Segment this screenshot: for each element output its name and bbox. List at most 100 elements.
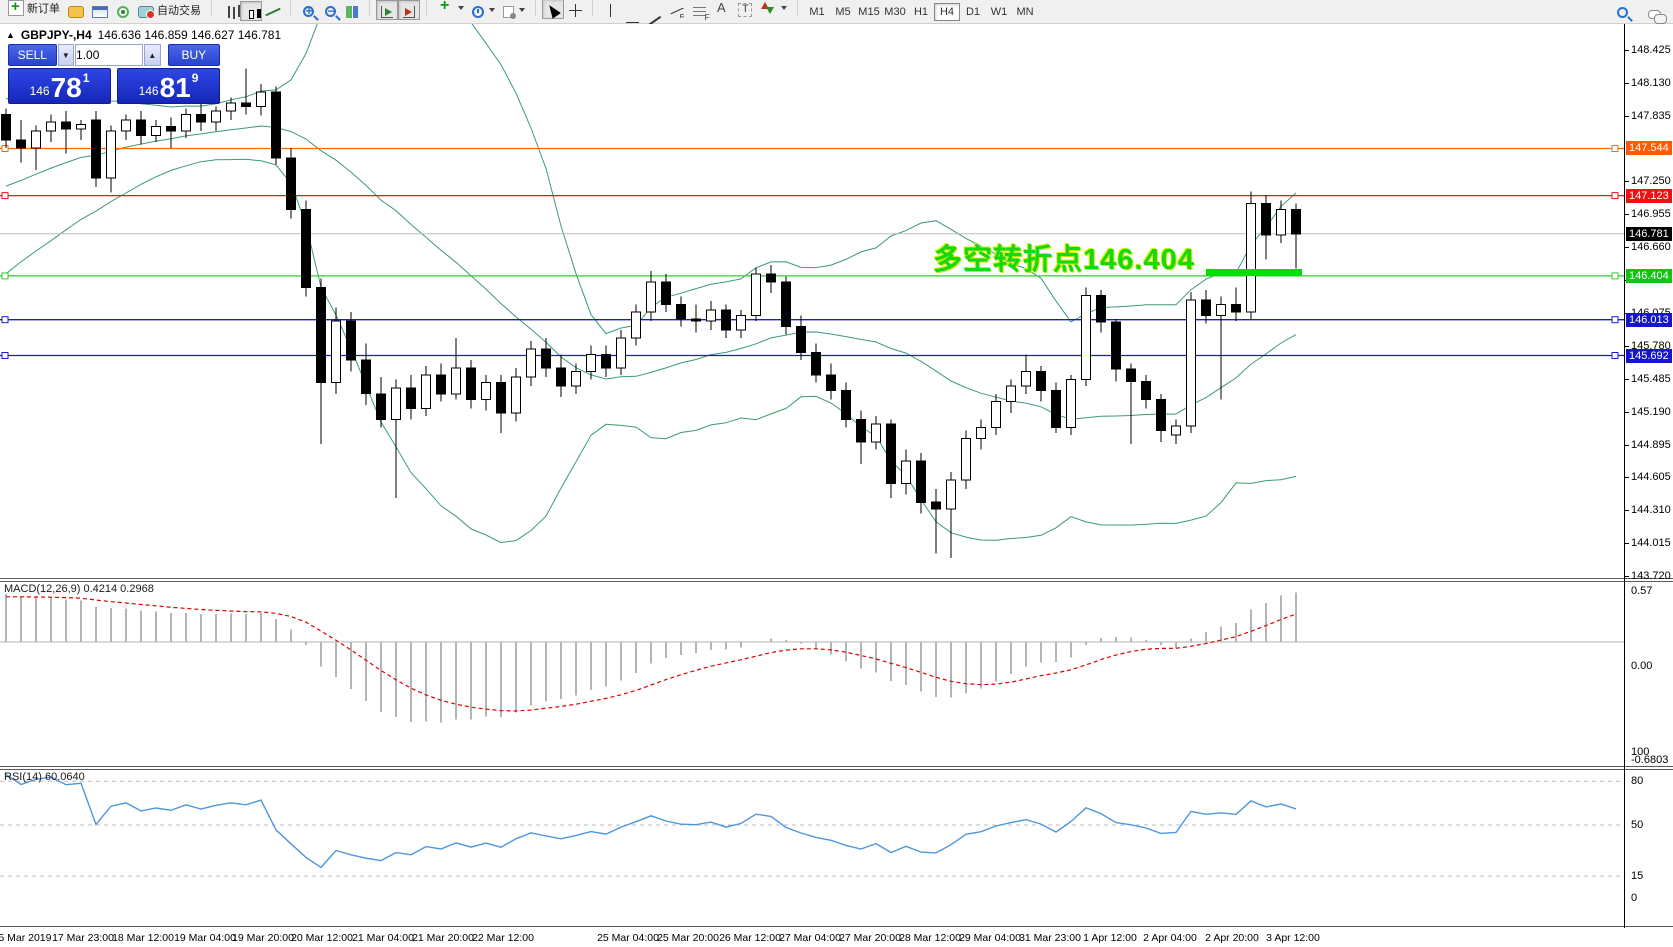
sell-button[interactable]: SELL	[8, 44, 57, 66]
chevron-down-icon[interactable]	[458, 5, 464, 10]
arrows-button[interactable]	[756, 0, 791, 18]
chevron-down-icon[interactable]	[781, 5, 787, 10]
text-label-button[interactable]	[734, 0, 756, 19]
price-badge: 145.692	[1626, 348, 1672, 363]
text-label-icon	[738, 2, 752, 17]
line-chart-mode-button[interactable]	[262, 0, 284, 20]
price-chart[interactable]	[0, 24, 1624, 578]
timeframe-W1[interactable]: W1	[986, 3, 1012, 21]
time-axis-label: 20 Mar 12:00	[291, 932, 353, 944]
buy-button[interactable]: BUY	[167, 44, 220, 66]
panel-separator[interactable]	[0, 766, 1673, 770]
line-handle	[1611, 352, 1619, 359]
price-tick-mark	[1625, 378, 1629, 380]
fibonacci-button[interactable]	[688, 0, 710, 22]
equidistant-channel-icon	[670, 8, 684, 18]
search-icon	[1616, 6, 1628, 18]
buy-price-pips: 81	[159, 72, 191, 103]
timeframe-M15[interactable]: M15	[856, 3, 882, 21]
timeframe-MN[interactable]: MN	[1012, 3, 1038, 21]
metaeditor-button[interactable]	[64, 0, 88, 20]
price-tick-label: 147.250	[1631, 175, 1671, 188]
vertical-line-icon	[609, 3, 611, 17]
candlestick-mode-button[interactable]	[240, 1, 262, 22]
zoom-out-button[interactable]	[319, 0, 341, 20]
timeframe-H4[interactable]: H4	[934, 3, 960, 21]
horizontal-line-button[interactable]	[621, 5, 643, 25]
indicators-icon	[437, 0, 453, 16]
volume-increase-button[interactable]: ▲	[144, 44, 161, 66]
pivot-annotation-text[interactable]: 多空转折点146.404	[933, 244, 1195, 276]
auto-trading-button[interactable]: 自动交易	[134, 0, 205, 20]
price-tick-label: 147.835	[1631, 109, 1671, 122]
rsi-label: RSI(14) 60.0640	[4, 771, 85, 783]
line-handle	[1, 192, 9, 200]
timeframe-M1[interactable]: M1	[804, 3, 830, 21]
pivot-annotation-underline[interactable]	[1206, 269, 1302, 276]
cursor-button[interactable]	[542, 0, 564, 20]
crosshair-button[interactable]	[564, 0, 586, 19]
time-axis-label: 17 Mar 23:00	[52, 932, 114, 944]
price-tick-label: 144.895	[1631, 438, 1671, 451]
collapse-one-click-arrow[interactable]: ▲	[6, 30, 15, 40]
templates-button[interactable]	[499, 0, 529, 20]
periods-button[interactable]	[468, 0, 499, 20]
zoom-in-button[interactable]	[297, 0, 319, 20]
auto-trading-icon	[138, 5, 155, 19]
ohlc-values: 146.636 146.859 146.627 146.781	[97, 28, 282, 42]
price-tick-label: 146.660	[1631, 241, 1671, 254]
signals-button[interactable]	[112, 0, 134, 20]
line-handle	[1611, 316, 1619, 324]
rsi-panel[interactable]	[0, 770, 1624, 926]
tile-windows-button[interactable]	[341, 0, 363, 20]
chevron-down-icon[interactable]	[519, 7, 525, 12]
timeframe-M30[interactable]: M30	[882, 3, 908, 21]
time-axis-label: 27 Mar 04:00	[779, 932, 841, 944]
rsi-level-lines	[0, 780, 1624, 877]
equidistant-channel-button[interactable]	[666, 1, 688, 21]
zoom-out-icon	[324, 4, 336, 18]
buy-price[interactable]: 146 81 9	[117, 68, 220, 104]
vertical-line-button[interactable]	[599, 0, 621, 19]
text-button[interactable]	[710, 0, 734, 18]
price-tick-label: 145.485	[1631, 372, 1671, 385]
chevron-down-icon[interactable]	[489, 7, 495, 12]
volume-decrease-button[interactable]: ▼	[57, 44, 75, 66]
macd-histogram	[5, 592, 1297, 723]
indicator-axis-label: 0.57	[1631, 585, 1653, 597]
horizontal-lines[interactable]	[0, 145, 1624, 359]
toolbar-separator	[205, 0, 212, 16]
timeframe-H1[interactable]: H1	[908, 3, 934, 21]
indicators-button[interactable]	[433, 0, 468, 18]
time-axis-label: 15 Mar 2019	[0, 932, 52, 944]
new-order-button[interactable]: 新订单	[4, 0, 64, 18]
timeframe-M5[interactable]: M5	[830, 3, 856, 21]
chat-button[interactable]	[1643, 1, 1667, 24]
time-axis-label: 2 Apr 20:00	[1205, 932, 1259, 944]
chart-window-button[interactable]	[88, 0, 112, 20]
chart-shift-button[interactable]	[398, 0, 420, 20]
trendline-button[interactable]	[643, 5, 666, 26]
auto-scroll-button[interactable]	[376, 0, 398, 20]
macd-label: MACD(12,26,9) 0.4214 0.2968	[4, 583, 154, 595]
panel-separator[interactable]	[0, 578, 1673, 582]
chat-icon	[1647, 9, 1667, 24]
timeframe-D1[interactable]: D1	[960, 3, 986, 21]
price-tick-label: 143.720	[1631, 570, 1671, 583]
rsi-line	[5, 773, 1297, 869]
sell-price[interactable]: 146 78 1	[8, 68, 111, 104]
bar-chart-mode-button[interactable]	[218, 0, 240, 20]
price-axis[interactable]: 148.425 148.130 147.835 147.250 146.955 146.6…	[1624, 24, 1673, 928]
price-badge: 146.013	[1626, 312, 1672, 327]
time-axis-label: 22 Mar 12:00	[472, 932, 534, 944]
price-tick-mark	[1625, 411, 1629, 413]
macd-panel[interactable]	[0, 582, 1624, 766]
search-button[interactable]	[1611, 1, 1633, 21]
buy-price-figure: 146	[138, 84, 159, 98]
time-axis-label: 21 Mar 04:00	[352, 932, 414, 944]
time-axis-label: 25 Mar 20:00	[657, 932, 719, 944]
price-tick-mark	[1625, 345, 1629, 347]
new-order-label: 新订单	[27, 2, 60, 15]
volume-input[interactable]	[75, 44, 144, 66]
